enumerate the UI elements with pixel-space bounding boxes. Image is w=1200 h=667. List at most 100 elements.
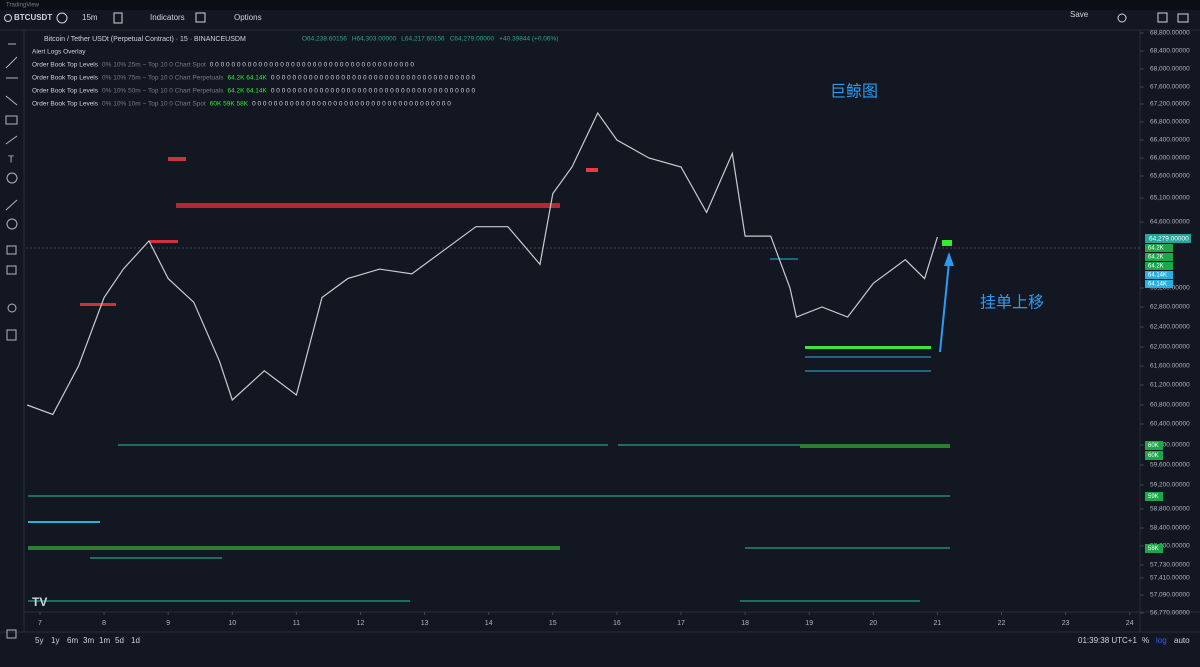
arrow-head [944,252,954,266]
ohlc: H64,303.00000 [352,36,397,43]
indicator-params: 0% 10% 75m ~ Top 10 0 Chart Perpetuals [102,75,224,82]
tool-layers[interactable] [6,629,17,639]
side-tag-label: 64.14K [1148,282,1167,288]
level-bar [176,203,560,208]
tool-emoji[interactable] [6,172,18,184]
clock: 01:39:38 UTC+1 [1078,636,1137,645]
ohlc: O64,238.60156 [302,36,347,43]
tool-trash[interactable] [6,329,17,341]
price-label: 64,600.00000 [1150,219,1190,226]
tool-ruler[interactable] [5,199,18,211]
time-label: 15 [549,620,557,627]
range-button[interactable]: 1y [51,636,59,645]
time-label: 12 [357,620,365,627]
price-label: 57,090.00000 [1150,592,1190,599]
tool-zoom[interactable] [6,218,18,230]
annotation: 巨鲸图 [830,82,878,101]
price-label: 68,800.00000 [1150,30,1190,37]
range-button[interactable]: 5y [35,636,43,645]
auto-toggle[interactable]: auto [1174,636,1190,645]
indicator-zeros: 0 0 0 0 0 0 0 0 0 0 0 0 0 0 0 0 0 0 0 0 … [271,88,476,95]
price-label: 58,800.00000 [1150,506,1190,513]
side-tag [1145,244,1173,252]
symbol[interactable]: BTCUSDT [14,13,52,22]
price-label: 63,200.00000 [1150,285,1190,292]
level-bar [150,240,178,243]
level-bar [805,346,931,349]
level-bar [800,444,950,448]
indicator-params: 0% 10% 10m ~ Top 10 0 Chart Spot [102,101,206,108]
side-tag-label: 64.2K [1148,246,1164,252]
current-price-tag [1145,234,1191,243]
indicator-name: Order Book Top Levels [32,101,99,108]
chart-type[interactable] [113,12,123,24]
indicator-tags: 64.2K 64.14K [227,88,267,95]
price-label: 57,730.00000 [1150,562,1190,569]
time-label: 17 [677,620,685,627]
price-label: 62,400.00000 [1150,324,1190,331]
tv-logo: TV [32,595,47,609]
side-tag [1145,262,1173,270]
indicator-zeros: 0 0 0 0 0 0 0 0 0 0 0 0 0 0 0 0 0 0 0 0 … [271,75,476,82]
tool-text[interactable]: T [8,155,14,166]
time-label: 14 [485,620,493,627]
tool-trend[interactable] [5,56,18,69]
price-label: 66,400.00000 [1150,137,1190,144]
level-tag [1145,441,1163,450]
save[interactable]: Save [1070,10,1089,19]
tool-eye[interactable] [7,303,17,313]
price-label: 60,000.00000 [1150,442,1190,449]
layouts[interactable] [195,12,206,23]
price-label: 56,770.00000 [1150,610,1190,617]
range-button[interactable]: 6m [67,636,78,645]
range-button[interactable]: 1m [99,636,110,645]
price-label: 62,000.00000 [1150,344,1190,351]
annotation: 挂单上移 [980,293,1044,312]
indicator-name: Order Book Top Levels [32,75,99,82]
price-label: 58,400.00000 [1150,525,1190,532]
percent-toggle[interactable]: % [1142,636,1149,645]
alert-icon[interactable] [1117,13,1127,23]
add-symbol[interactable] [56,12,68,24]
level-tag [1145,451,1163,460]
tool-magnet[interactable] [6,245,17,255]
tool-lock[interactable] [6,265,17,275]
level-tag-label: 60K [1148,443,1159,449]
tool-fib[interactable] [5,115,18,125]
price-label: 67,600.00000 [1150,84,1190,91]
side-tag [1145,271,1173,279]
price-label: 65,100.00000 [1150,195,1190,202]
range-button[interactable]: 3m [83,636,94,645]
fullscreen[interactable] [1157,12,1168,23]
tool-brush[interactable] [5,135,18,145]
side-tag [1145,253,1173,261]
time-label: 19 [805,620,813,627]
log-toggle[interactable]: log [1156,636,1167,645]
price-label: 57,410.00000 [1150,575,1190,582]
tool-pitch[interactable] [5,95,18,106]
time-label: 8 [102,620,106,627]
ohlc: +40.39844 (+0.06%) [499,36,558,43]
price-label: 68,000.00000 [1150,66,1190,73]
level-bar [586,168,598,172]
range-button[interactable]: 1d [131,636,140,645]
drawing-tools: T [5,43,18,639]
time-label: 16 [613,620,621,627]
level-tag-label: 60K [1148,453,1159,459]
price-label: 66,000.00000 [1150,155,1190,162]
time-label: 22 [998,620,1006,627]
price-label: 67,200.00000 [1150,101,1190,108]
options[interactable]: Options [234,13,262,22]
price-label: 59,200.00000 [1150,482,1190,489]
screenshot[interactable] [1177,13,1189,23]
orderbook-levels [26,157,1140,602]
indicators[interactable]: Indicators [150,13,185,22]
interval[interactable]: 15m [82,13,98,22]
search-icon[interactable] [4,14,12,22]
range-button[interactable]: 5d [115,636,124,645]
time-label: 23 [1062,620,1070,627]
indicator-tags: 64.2K 64.14K [227,75,267,82]
